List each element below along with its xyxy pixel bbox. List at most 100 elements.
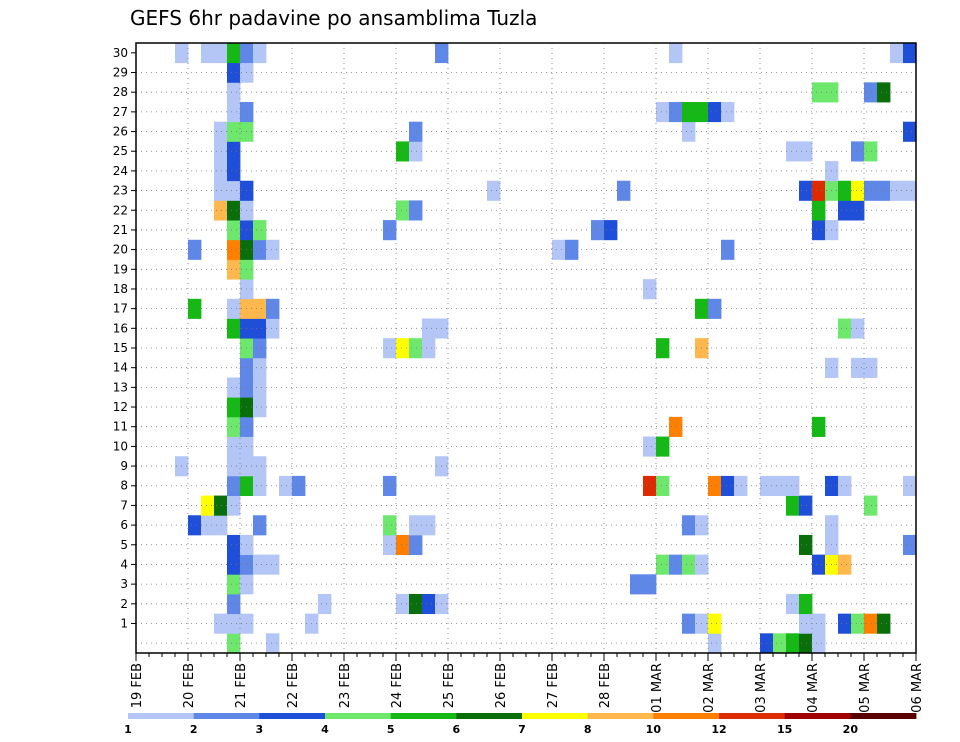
heatmap-cell bbox=[409, 593, 423, 615]
heatmap-cell bbox=[812, 82, 826, 103]
y-tick-label: 4 bbox=[120, 557, 128, 571]
heatmap-cell bbox=[799, 613, 813, 634]
heatmap-cell bbox=[383, 338, 397, 359]
heatmap-cell bbox=[227, 259, 241, 280]
heatmap-cell bbox=[903, 475, 917, 496]
x-tick-label: 05 MAR bbox=[858, 663, 873, 713]
legend-swatch bbox=[390, 713, 457, 719]
heatmap-cell bbox=[266, 633, 280, 654]
legend-label: 6 bbox=[453, 723, 461, 736]
heatmap-cell bbox=[383, 475, 397, 496]
heatmap-cell bbox=[773, 633, 787, 654]
heatmap-cell bbox=[721, 239, 735, 260]
heatmap-cell bbox=[877, 82, 891, 103]
legend-swatch bbox=[325, 713, 392, 719]
heatmap-cell bbox=[409, 534, 423, 556]
y-tick-label: 30 bbox=[113, 46, 128, 60]
heatmap-cell bbox=[851, 613, 865, 634]
heatmap-cell bbox=[838, 200, 852, 221]
heatmap-cell bbox=[786, 475, 800, 496]
heatmap-cell bbox=[227, 593, 241, 615]
legend-swatch bbox=[193, 713, 260, 719]
heatmap-cell bbox=[682, 102, 696, 123]
y-tick-label: 7 bbox=[120, 498, 128, 512]
heatmap-cell bbox=[903, 180, 917, 201]
heatmap-cell bbox=[227, 574, 241, 595]
heatmap-cell bbox=[227, 239, 241, 260]
y-tick-label: 17 bbox=[113, 302, 128, 316]
heatmap-cell bbox=[656, 554, 670, 575]
legend-swatch bbox=[128, 713, 195, 719]
heatmap-cell bbox=[864, 180, 878, 201]
heatmap-cell bbox=[721, 102, 735, 123]
heatmap-cell bbox=[279, 475, 293, 496]
heatmap-cell bbox=[812, 416, 826, 437]
heatmap-cell bbox=[253, 397, 267, 418]
heatmap-cell bbox=[643, 475, 657, 496]
heatmap-cell bbox=[799, 495, 813, 516]
y-tick-label: 23 bbox=[113, 184, 128, 198]
x-tick-label: 26 FEB bbox=[494, 663, 509, 708]
heatmap-cell bbox=[227, 161, 241, 182]
heatmap-cell bbox=[643, 279, 657, 300]
y-tick-label: 3 bbox=[120, 577, 128, 591]
x-tick-label: 22 FEB bbox=[286, 663, 301, 708]
y-tick-label: 10 bbox=[113, 439, 128, 453]
y-tick-label: 25 bbox=[113, 144, 128, 158]
heatmap-cell bbox=[253, 298, 267, 319]
heatmap-cell bbox=[227, 416, 241, 437]
heatmap-cell bbox=[253, 357, 267, 378]
heatmap-cell bbox=[214, 141, 228, 162]
heatmap-cell bbox=[227, 200, 241, 221]
heatmap-cell bbox=[799, 180, 813, 201]
x-tick-label: 01 MAR bbox=[650, 663, 665, 713]
heatmap-cell bbox=[851, 180, 865, 201]
heatmap-cell bbox=[253, 338, 267, 359]
heatmap-cell bbox=[552, 239, 566, 260]
heatmap-cell bbox=[409, 121, 423, 142]
heatmap-cell bbox=[708, 102, 722, 123]
heatmap-cell bbox=[227, 613, 241, 634]
heatmap-cell bbox=[812, 220, 826, 241]
heatmap-cell bbox=[838, 554, 852, 575]
heatmap-cell bbox=[669, 416, 683, 437]
heatmap-cell bbox=[396, 593, 410, 615]
heatmap-cell bbox=[227, 82, 241, 103]
heatmap-cell bbox=[734, 475, 748, 496]
heatmap-cell bbox=[799, 593, 813, 615]
legend-label: 4 bbox=[321, 723, 329, 736]
x-tick-label: 19 FEB bbox=[130, 663, 145, 708]
heatmap-cell bbox=[201, 43, 215, 64]
heatmap-cell bbox=[214, 180, 228, 201]
heatmap-cell bbox=[227, 475, 241, 496]
heatmap-cell bbox=[188, 298, 202, 319]
heatmap-cell bbox=[838, 475, 852, 496]
heatmap-cell bbox=[682, 613, 696, 634]
x-tick-label: 23 FEB bbox=[338, 663, 353, 708]
heatmap-cell bbox=[227, 43, 241, 64]
heatmap-cell bbox=[877, 180, 891, 201]
heatmap-cell bbox=[409, 141, 423, 162]
y-tick-label: 11 bbox=[113, 420, 128, 434]
x-tick-label: 02 MAR bbox=[702, 663, 717, 713]
grid-lines bbox=[136, 43, 916, 653]
legend-swatch bbox=[259, 713, 326, 719]
heatmap-cell bbox=[253, 475, 267, 496]
legend-label: 10 bbox=[646, 723, 662, 736]
heatmap-cell bbox=[838, 318, 852, 339]
x-tick-label: 28 FEB bbox=[598, 663, 613, 708]
y-tick-label: 19 bbox=[113, 262, 128, 276]
heatmap-cell bbox=[396, 534, 410, 556]
y-tick-label: 26 bbox=[113, 125, 128, 139]
y-tick-label: 1 bbox=[120, 616, 128, 630]
y-tick-label: 22 bbox=[113, 203, 128, 217]
heatmap-cell bbox=[656, 475, 670, 496]
heatmap-cell bbox=[812, 613, 826, 634]
y-tick-label: 21 bbox=[113, 223, 128, 237]
heatmap-cell bbox=[227, 377, 241, 398]
y-tick-label: 13 bbox=[113, 380, 128, 394]
legend-label: 8 bbox=[584, 723, 592, 736]
y-tick-label: 12 bbox=[113, 400, 128, 414]
legend-label: 2 bbox=[190, 723, 198, 736]
